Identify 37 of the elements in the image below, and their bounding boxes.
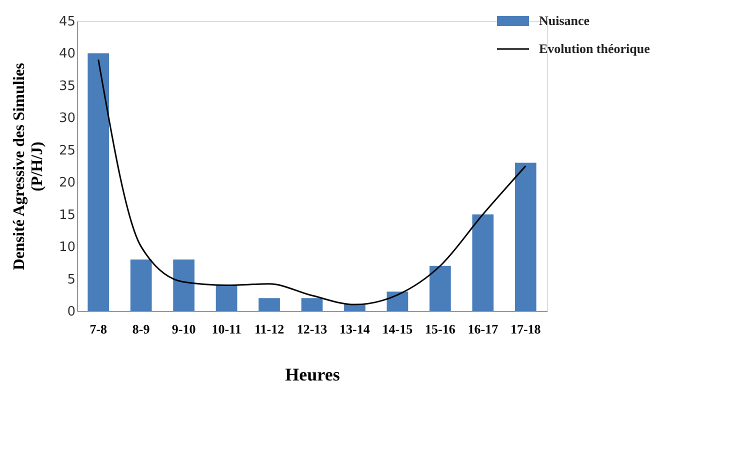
x-tick-label: 12-13	[296, 322, 328, 336]
bar	[216, 285, 238, 311]
bar	[472, 214, 494, 311]
y-tick-label: 10	[58, 240, 76, 256]
y-tick-label: 5	[67, 272, 76, 288]
x-tick-label: 15-16	[425, 322, 456, 336]
y-tick-label: 20	[58, 176, 76, 191]
x-tick-label: 8-9	[132, 322, 150, 336]
y-tick-label: 30	[58, 111, 76, 126]
y-tick-label: 15	[58, 208, 76, 223]
bar	[344, 304, 366, 311]
legend-label: Nuisance	[539, 13, 590, 28]
x-tick-label: 10-11	[212, 322, 242, 336]
bar	[430, 266, 451, 311]
x-tick-label: 17-18	[510, 322, 542, 336]
x-axis-title: Heures	[285, 364, 340, 384]
bar	[514, 162, 536, 311]
x-tick-label: 14-15	[382, 322, 414, 336]
bar	[88, 53, 110, 311]
bar	[258, 298, 280, 311]
x-tick-label: 16-17	[468, 322, 499, 336]
x-tick-label: 11-12	[254, 322, 284, 336]
y-tick-label: 35	[58, 78, 76, 94]
x-tick-label: 9-10	[172, 322, 196, 336]
y-tick-label: 25	[58, 143, 76, 158]
y-tick-label: 0	[67, 304, 76, 320]
y-tick-label: 45	[58, 14, 76, 30]
bar	[130, 259, 152, 311]
legend-label: Evolution théorique	[539, 41, 650, 56]
line-series	[98, 58, 526, 306]
y-axis-title: Densité Agressive des Simulies (P/H/J)	[10, 62, 46, 270]
bar	[301, 298, 323, 311]
x-tick-label: 13-14	[340, 322, 370, 336]
x-tick-label: 7-8	[90, 322, 108, 336]
bar	[386, 292, 408, 311]
y-tick-label: 40	[58, 46, 76, 62]
bar	[173, 259, 194, 311]
